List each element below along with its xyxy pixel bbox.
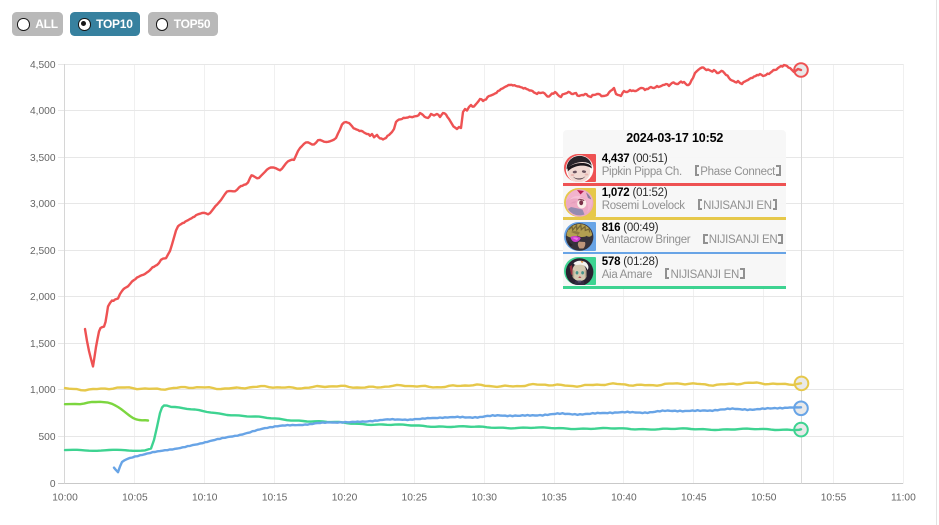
svg-text:10:20: 10:20 [332, 493, 358, 504]
svg-text:2,500: 2,500 [30, 246, 56, 257]
svg-text:1,000: 1,000 [30, 385, 56, 396]
svg-text:11:00: 11:00 [891, 493, 916, 504]
svg-text:4,500: 4,500 [30, 60, 56, 71]
svg-text:10:55: 10:55 [821, 493, 847, 504]
svg-text:10:10: 10:10 [192, 493, 218, 504]
svg-text:10:35: 10:35 [541, 493, 567, 504]
svg-text:10:40: 10:40 [611, 493, 637, 504]
svg-text:3,000: 3,000 [30, 199, 56, 210]
svg-text:0: 0 [50, 479, 56, 490]
svg-text:10:50: 10:50 [751, 493, 777, 504]
svg-text:10:45: 10:45 [681, 493, 707, 504]
svg-text:4,000: 4,000 [30, 106, 56, 117]
svg-text:10:15: 10:15 [262, 493, 288, 504]
svg-text:10:05: 10:05 [122, 493, 148, 504]
svg-text:10:25: 10:25 [402, 493, 428, 504]
svg-text:500: 500 [39, 432, 56, 443]
svg-text:1,500: 1,500 [30, 339, 56, 350]
svg-text:10:00: 10:00 [52, 493, 78, 504]
svg-text:10:30: 10:30 [471, 493, 497, 504]
svg-text:2,000: 2,000 [30, 292, 56, 303]
svg-text:3,500: 3,500 [30, 153, 56, 164]
